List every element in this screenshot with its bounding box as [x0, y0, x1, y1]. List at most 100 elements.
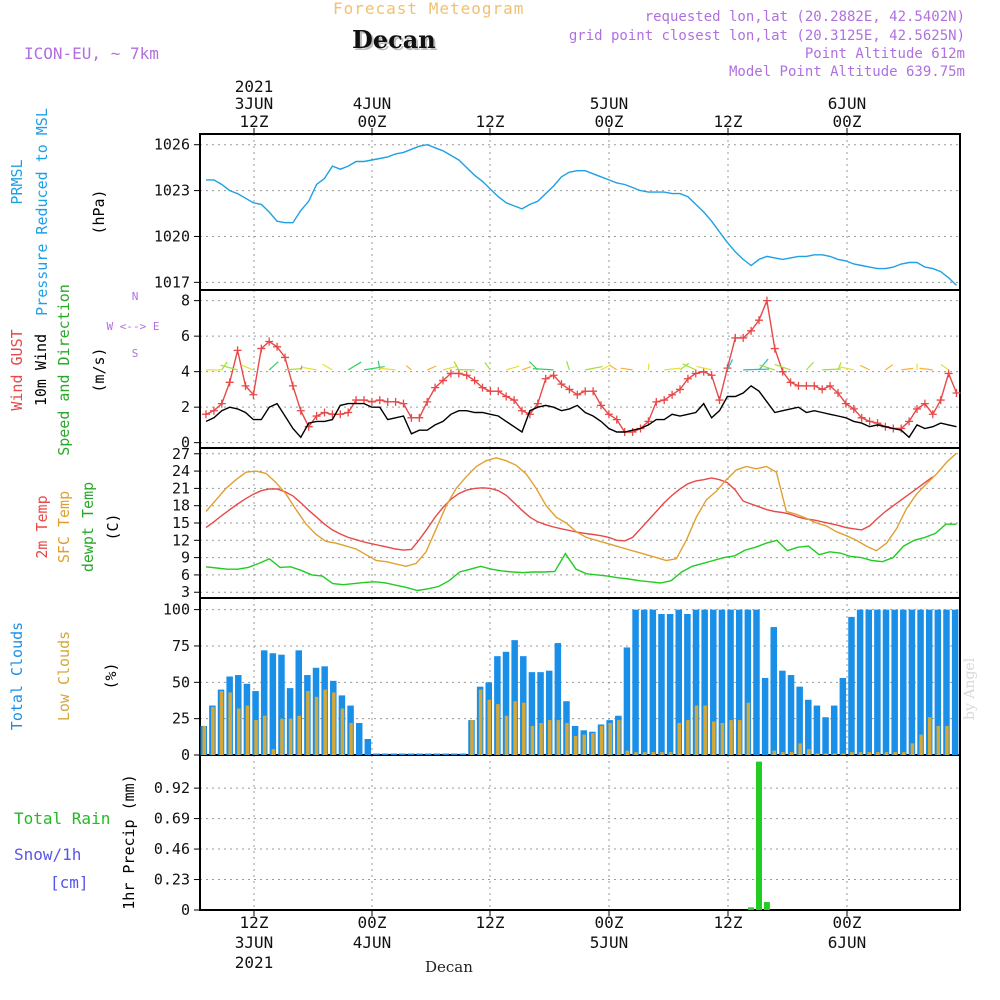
gust-marker	[565, 385, 574, 394]
gust-marker	[755, 316, 763, 325]
wind-10m-ylabel: 10m Wind	[32, 334, 50, 406]
wind-direction-arrow	[532, 368, 554, 371]
total-cloud-bar	[545, 670, 553, 755]
y-tick-label: 25	[172, 710, 190, 728]
chart-subtitle: Forecast Meteogram	[333, 0, 525, 18]
low-cloud-bar	[297, 715, 301, 755]
x-axis-top-label: 12Z	[714, 112, 743, 131]
gust-marker	[707, 371, 716, 380]
gust-marker	[446, 369, 455, 378]
rain-bar	[748, 907, 755, 910]
total-cloud-bar	[787, 675, 795, 755]
total-cloud-bar	[278, 654, 285, 755]
total-cloud-bar	[364, 739, 372, 755]
total-cloud-bar	[839, 677, 847, 755]
temp-sfc-line	[205, 452, 957, 568]
low-cloud-bar	[262, 715, 267, 755]
low-cloud-bar	[271, 749, 276, 755]
wind-direction-arrow	[378, 367, 396, 371]
low-cloud-bar	[513, 701, 517, 755]
clouds-unit-label: (%)	[102, 662, 120, 689]
low-cloud-bar	[858, 752, 863, 755]
low-cloud-bar	[832, 753, 837, 755]
low-cloud-bar	[634, 752, 638, 755]
y-tick-label: 3	[181, 583, 190, 601]
y-tick-label: 27	[172, 445, 190, 463]
gust-marker	[691, 369, 700, 378]
y-tick-label: 18	[172, 497, 190, 515]
grid-point-coords: grid point closest lon,lat (20.3125E, 42…	[568, 28, 965, 44]
low-cloud-bar	[694, 705, 699, 755]
x-axis-top-label: 12Z	[476, 112, 505, 131]
low-cloud-bar	[573, 736, 578, 755]
low-cloud-bar	[599, 725, 604, 755]
gust-marker	[873, 419, 882, 428]
total-cloud-bar	[666, 613, 674, 755]
point-altitude: Point Altitude 612m	[804, 46, 965, 62]
wind-direction-arrow	[484, 361, 491, 371]
compass-north: N	[132, 290, 139, 303]
low-cloud-bar	[746, 702, 751, 755]
total-cloud-bar	[718, 609, 726, 755]
gust-marker	[770, 344, 779, 353]
gust-marker	[431, 383, 440, 392]
y-tick-label: 8	[181, 292, 190, 310]
gust-marker	[209, 406, 218, 415]
total-cloud-bar	[433, 753, 441, 755]
wind-gust-ylabel: Wind GUST	[8, 329, 26, 410]
low-cloud-bar	[288, 718, 293, 755]
gust-marker	[928, 410, 937, 419]
gust-marker	[217, 399, 226, 408]
wind-direction-arrow	[885, 364, 894, 371]
total-cloud-bar	[632, 609, 639, 755]
y-tick-label: 1023	[154, 182, 190, 200]
gust-marker	[257, 344, 266, 353]
gust-marker	[668, 390, 677, 399]
wind-direction-arrow	[521, 365, 532, 371]
y-tick-label: 0	[181, 434, 190, 452]
total-cloud-bar	[692, 609, 700, 755]
y-tick-label: 2	[181, 398, 190, 416]
total-cloud-bar	[399, 753, 406, 755]
total-cloud-bar	[735, 609, 743, 755]
low-cloud-bar	[547, 720, 552, 755]
total-cloud-bar	[865, 609, 872, 755]
wind-direction-arrow	[609, 365, 618, 371]
x-axis-bottom-label: 5JUN	[590, 933, 629, 952]
low-cloud-bar	[850, 752, 854, 755]
legend-snow-unit: [cm]	[50, 873, 89, 892]
wind-direction-arrow	[805, 361, 814, 371]
total-cloud-bar	[813, 705, 821, 755]
chart-title: Decan	[352, 25, 436, 54]
wind-direction-arrow	[363, 365, 385, 371]
gust-marker	[470, 376, 479, 385]
wind-line	[205, 385, 957, 439]
gust-marker	[296, 406, 305, 415]
low-cloud-bar	[737, 720, 742, 755]
gust-marker	[952, 388, 961, 397]
low-cloud-bar	[530, 725, 535, 755]
gust-marker	[589, 387, 598, 396]
legend-total-rain: Total Rain	[14, 809, 110, 828]
low-cloud-bar	[660, 752, 664, 755]
wind-direction-arrow	[322, 363, 333, 371]
total-cloud-bar	[900, 609, 907, 755]
y-tick-label: 6	[181, 566, 190, 584]
y-tick-label: 6	[181, 327, 190, 345]
gust-marker	[241, 381, 250, 390]
low-cloud-bar	[487, 699, 491, 755]
legend-snow: Snow/1h	[14, 845, 81, 864]
total-cloud-bar	[761, 677, 769, 755]
gust-marker	[360, 396, 368, 405]
gust-marker	[786, 378, 795, 387]
gust-marker	[249, 390, 258, 399]
total-cloud-bar	[805, 699, 812, 755]
gust-marker	[628, 428, 637, 437]
low-cloud-bar	[902, 752, 906, 755]
total-cloud-bar	[295, 650, 302, 755]
precip-ylabel: 1hr Precip (mm)	[120, 774, 138, 909]
low-cloud-bar	[893, 752, 897, 755]
gust-marker	[913, 404, 921, 413]
gust-marker	[597, 401, 605, 410]
